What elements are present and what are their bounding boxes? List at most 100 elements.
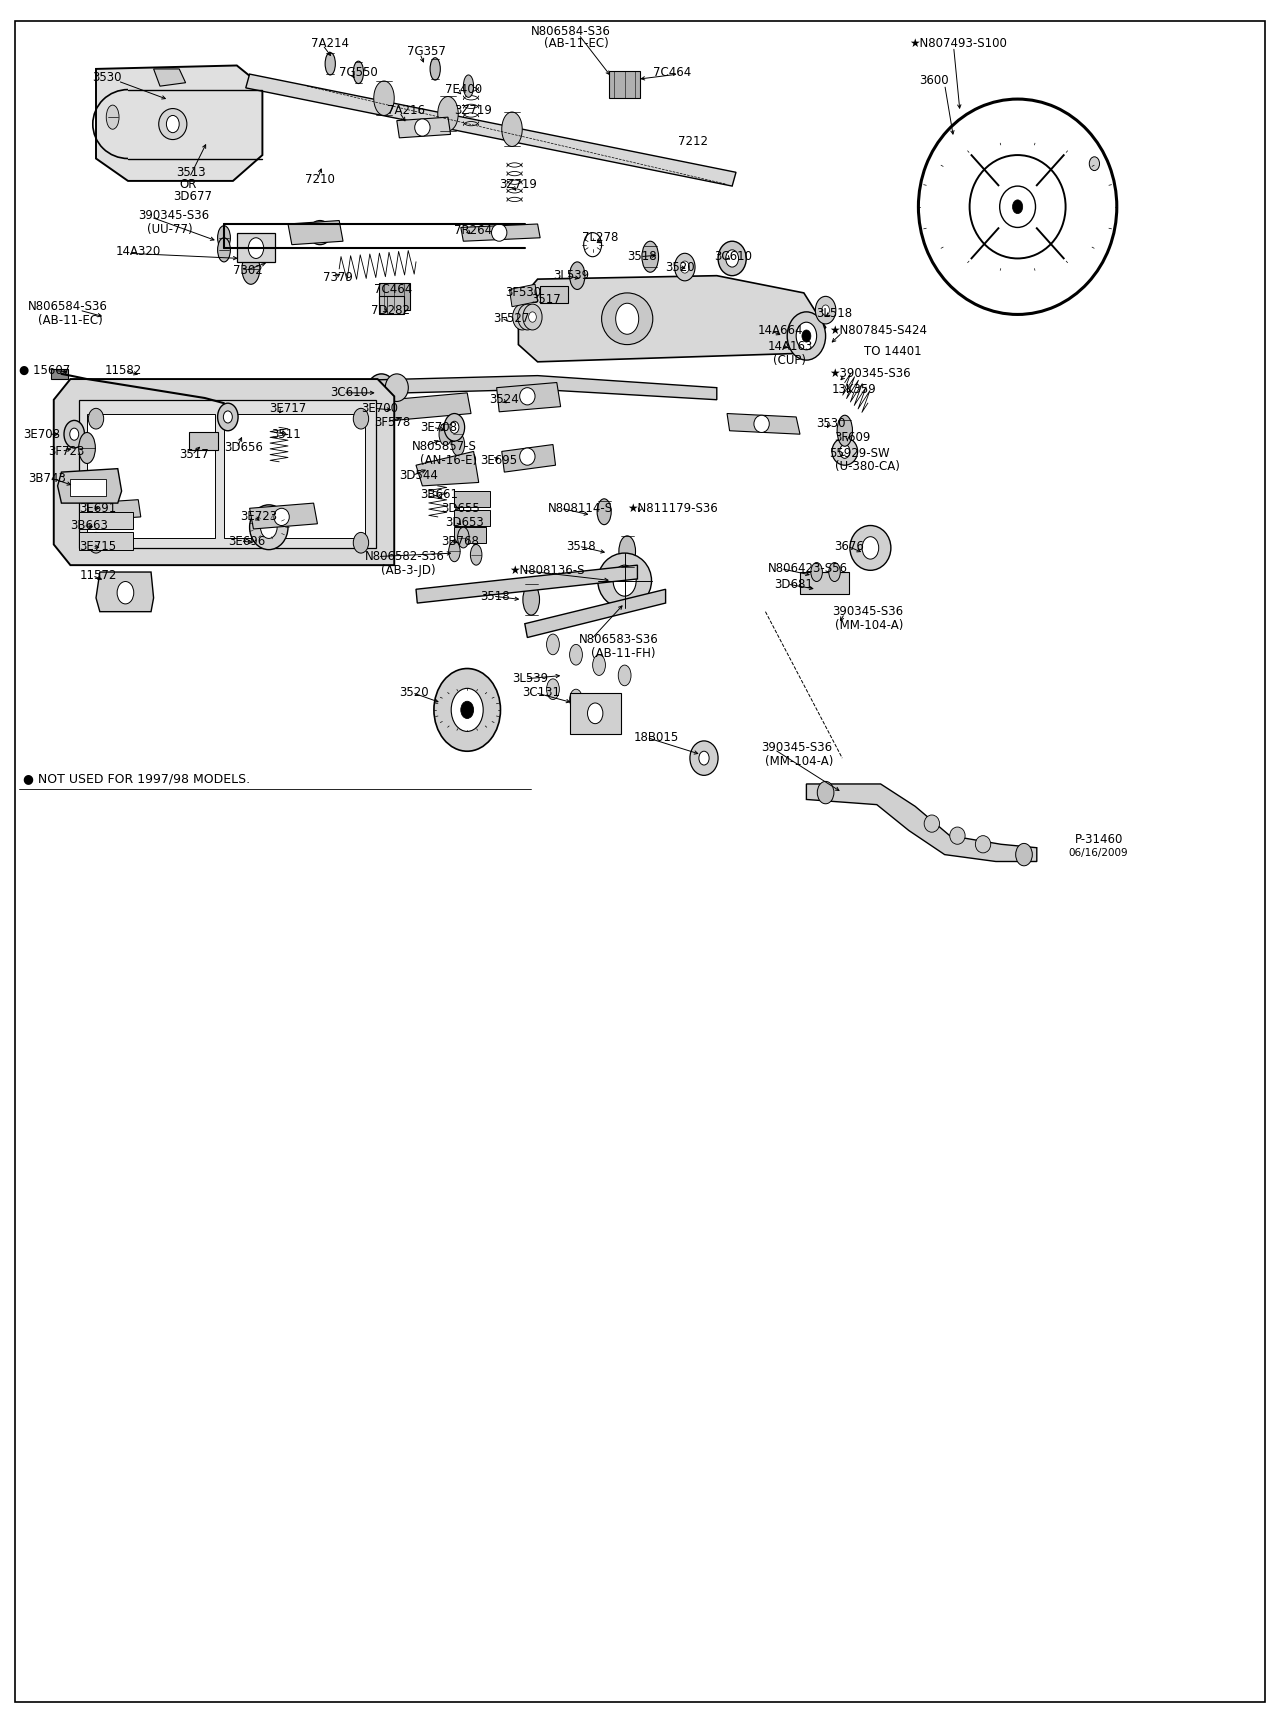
Ellipse shape: [950, 827, 965, 844]
Ellipse shape: [434, 669, 500, 751]
Polygon shape: [87, 500, 141, 520]
Text: 3E691: 3E691: [79, 501, 116, 515]
Text: N806584-S36: N806584-S36: [28, 300, 108, 314]
Ellipse shape: [547, 634, 559, 655]
Ellipse shape: [458, 527, 470, 548]
Text: 7302: 7302: [233, 264, 262, 277]
Text: 3L539: 3L539: [553, 269, 589, 283]
Text: ● 15607: ● 15607: [19, 364, 70, 377]
Text: 11582: 11582: [105, 364, 142, 377]
Text: 3Z719: 3Z719: [499, 177, 538, 191]
Text: ★N811179-S36: ★N811179-S36: [627, 501, 718, 515]
Text: 3E708: 3E708: [23, 427, 60, 441]
Text: 3D544: 3D544: [399, 469, 438, 482]
Text: 7G550: 7G550: [339, 65, 378, 79]
Bar: [224, 414, 365, 538]
Polygon shape: [58, 469, 122, 503]
Bar: [454, 527, 486, 543]
Ellipse shape: [850, 526, 891, 570]
Ellipse shape: [248, 238, 264, 258]
Polygon shape: [246, 74, 736, 186]
Text: 3F527: 3F527: [493, 312, 529, 326]
Ellipse shape: [787, 312, 826, 360]
Text: N806582-S36: N806582-S36: [365, 550, 444, 563]
Ellipse shape: [79, 432, 96, 463]
Ellipse shape: [451, 422, 460, 434]
Ellipse shape: [461, 701, 474, 718]
Polygon shape: [390, 393, 471, 420]
Text: ★N807493-S100: ★N807493-S100: [909, 36, 1006, 50]
Text: 3D677: 3D677: [173, 190, 211, 203]
Text: 3D655: 3D655: [442, 501, 480, 515]
Text: (CUP): (CUP): [773, 353, 806, 367]
Bar: [87, 414, 215, 538]
Text: 14A163: 14A163: [768, 339, 813, 353]
Text: 3Z719: 3Z719: [454, 103, 493, 117]
Ellipse shape: [812, 562, 823, 581]
Ellipse shape: [223, 410, 233, 422]
Text: 3C610: 3C610: [330, 386, 369, 400]
Ellipse shape: [463, 76, 474, 96]
Ellipse shape: [444, 414, 465, 441]
Ellipse shape: [690, 741, 718, 775]
Ellipse shape: [88, 532, 104, 553]
Text: 3524: 3524: [489, 393, 518, 407]
Text: 7C464: 7C464: [653, 65, 691, 79]
Text: 3B743: 3B743: [28, 472, 67, 486]
Text: ★N808136-S: ★N808136-S: [509, 563, 585, 577]
Text: P-31460: P-31460: [1075, 832, 1124, 846]
Ellipse shape: [308, 221, 332, 245]
Text: ★N807845-S424: ★N807845-S424: [829, 324, 928, 338]
Ellipse shape: [801, 329, 812, 341]
Ellipse shape: [520, 388, 535, 405]
Ellipse shape: [118, 581, 133, 603]
Bar: [454, 491, 490, 507]
Ellipse shape: [518, 312, 526, 322]
Text: 55929-SW: 55929-SW: [829, 446, 890, 460]
Text: 3530: 3530: [92, 71, 122, 84]
Text: 3520: 3520: [666, 260, 695, 274]
Polygon shape: [525, 589, 666, 638]
Polygon shape: [250, 503, 317, 529]
Text: 3C610: 3C610: [714, 250, 753, 264]
Polygon shape: [416, 565, 637, 603]
Text: 3676: 3676: [835, 539, 864, 553]
Text: (UU-77): (UU-77): [147, 222, 193, 236]
Text: 3F723: 3F723: [49, 445, 84, 458]
Ellipse shape: [593, 655, 605, 675]
Text: (AB-11-EC): (AB-11-EC): [544, 36, 609, 50]
Ellipse shape: [492, 224, 507, 241]
Ellipse shape: [596, 500, 612, 524]
Ellipse shape: [924, 815, 940, 832]
Ellipse shape: [832, 438, 858, 465]
Ellipse shape: [726, 250, 739, 267]
Ellipse shape: [271, 455, 287, 476]
Polygon shape: [416, 451, 479, 486]
Text: ● NOT USED FOR 1997/98 MODELS.: ● NOT USED FOR 1997/98 MODELS.: [23, 772, 250, 786]
Ellipse shape: [547, 679, 559, 700]
Text: 3E700: 3E700: [361, 401, 398, 415]
Ellipse shape: [218, 226, 230, 250]
Text: 3517: 3517: [531, 293, 561, 307]
Ellipse shape: [570, 689, 582, 710]
Ellipse shape: [584, 233, 602, 257]
Text: 7E400: 7E400: [445, 83, 483, 96]
Polygon shape: [518, 276, 826, 362]
Ellipse shape: [106, 105, 119, 129]
Text: 390345-S36: 390345-S36: [762, 741, 833, 755]
Polygon shape: [288, 221, 343, 245]
Ellipse shape: [166, 115, 179, 133]
Ellipse shape: [274, 508, 289, 526]
Text: 7212: 7212: [678, 134, 708, 148]
Bar: [800, 572, 849, 594]
Ellipse shape: [529, 312, 536, 322]
Text: 3E708: 3E708: [420, 420, 457, 434]
Ellipse shape: [471, 544, 483, 565]
Ellipse shape: [517, 305, 538, 331]
Text: 7D282: 7D282: [371, 303, 410, 317]
Bar: [454, 510, 490, 526]
Ellipse shape: [815, 296, 836, 324]
Text: N808114-S: N808114-S: [548, 501, 613, 515]
Text: 3600: 3600: [919, 74, 948, 88]
Text: 3F530: 3F530: [506, 286, 541, 300]
